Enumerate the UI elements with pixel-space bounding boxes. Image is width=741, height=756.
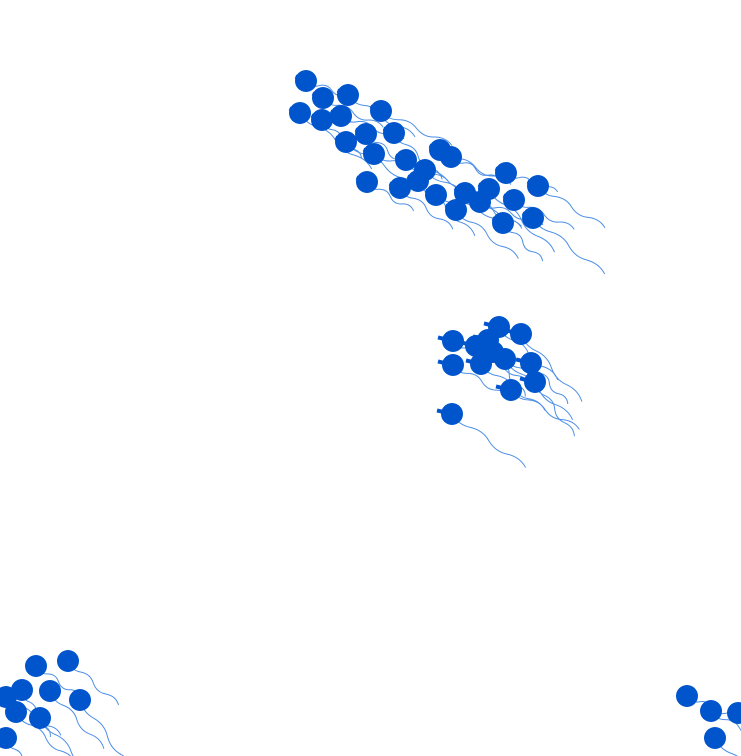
agent-heading-line [394, 153, 407, 162]
agent-trail [714, 737, 738, 756]
agent-heading-line [424, 188, 437, 197]
agent-heading-line [472, 334, 489, 342]
flock-middle [436, 316, 546, 425]
agent-trail [510, 389, 580, 430]
agent-heading-line [505, 328, 522, 336]
agent-heading-line [0, 691, 8, 699]
agent-trail [520, 333, 583, 402]
agents [0, 70, 741, 749]
agent-heading-line [437, 359, 454, 367]
agent-heading-line [453, 186, 466, 195]
agent-heading-line [334, 135, 347, 144]
agent-heading-line [495, 384, 512, 392]
agent-trail [710, 710, 741, 732]
agent-trail [79, 699, 125, 756]
agent-heading-line [11, 682, 24, 692]
agent-heading-line [39, 683, 52, 693]
agent-trail [380, 110, 453, 146]
agent-trail [15, 711, 72, 756]
agent-heading-line [709, 701, 719, 713]
agent-circle [727, 702, 741, 724]
agent-trail [399, 187, 454, 230]
agent-heading-line [436, 408, 453, 416]
agent-heading-line [288, 106, 301, 115]
agent-heading-line [444, 203, 457, 212]
agent-heading-line [460, 340, 477, 348]
agent-heading-line [69, 692, 82, 702]
agent-heading-line [437, 335, 454, 343]
agent-heading-line [388, 181, 401, 190]
agent-heading-line [685, 686, 695, 698]
agent-heading-line [336, 88, 349, 97]
agent-heading-line [362, 147, 375, 156]
agent-heading-line [369, 104, 382, 113]
agent-heading-line [310, 113, 323, 122]
agent-heading-line [294, 74, 307, 83]
agent-heading-line [736, 705, 741, 715]
agent-heading-line [468, 195, 481, 204]
flock-bottom-left [0, 650, 91, 749]
agent-heading-line [29, 710, 42, 720]
agent-trail [534, 381, 575, 437]
agent-heading-line [521, 211, 534, 220]
agent-heading-line [311, 91, 324, 100]
agent-heading-line [355, 175, 368, 184]
agent-heading-line [354, 127, 367, 136]
agent-circle [0, 727, 17, 749]
agent-trail [39, 717, 74, 756]
agent-heading-line [57, 653, 70, 663]
flock-bottom-right [676, 685, 741, 749]
agent-heading-line [406, 174, 419, 183]
agent-heading-line [494, 166, 507, 175]
agent-heading-line [5, 704, 18, 714]
agent-trail [451, 413, 527, 468]
agent-trail [322, 97, 384, 128]
agent-heading-line [0, 732, 8, 740]
agent-trail [49, 690, 105, 749]
flock-top [288, 70, 549, 234]
agent-heading-line [491, 216, 504, 225]
agent-heading-line [483, 321, 500, 329]
agent-heading-line [502, 193, 515, 202]
agent-heading-line [428, 143, 441, 152]
agent-heading-line [713, 728, 723, 740]
agent-heading-line [519, 376, 536, 384]
agent-heading-line [477, 182, 490, 191]
agent-heading-line [25, 658, 38, 668]
agent-heading-line [413, 163, 426, 172]
agent-trail [488, 188, 555, 253]
agent-heading-line [489, 353, 506, 361]
agent-heading-line [382, 126, 395, 135]
agent-heading-line [329, 109, 342, 118]
agent-heading-line [526, 179, 539, 188]
agent-trail [532, 217, 606, 275]
agent-trail [537, 185, 606, 229]
agent-trail [67, 660, 120, 706]
agent-heading-line [515, 357, 532, 365]
agent-heading-line [465, 358, 482, 366]
agent-trail [513, 199, 575, 230]
agent-trail [455, 209, 519, 259]
